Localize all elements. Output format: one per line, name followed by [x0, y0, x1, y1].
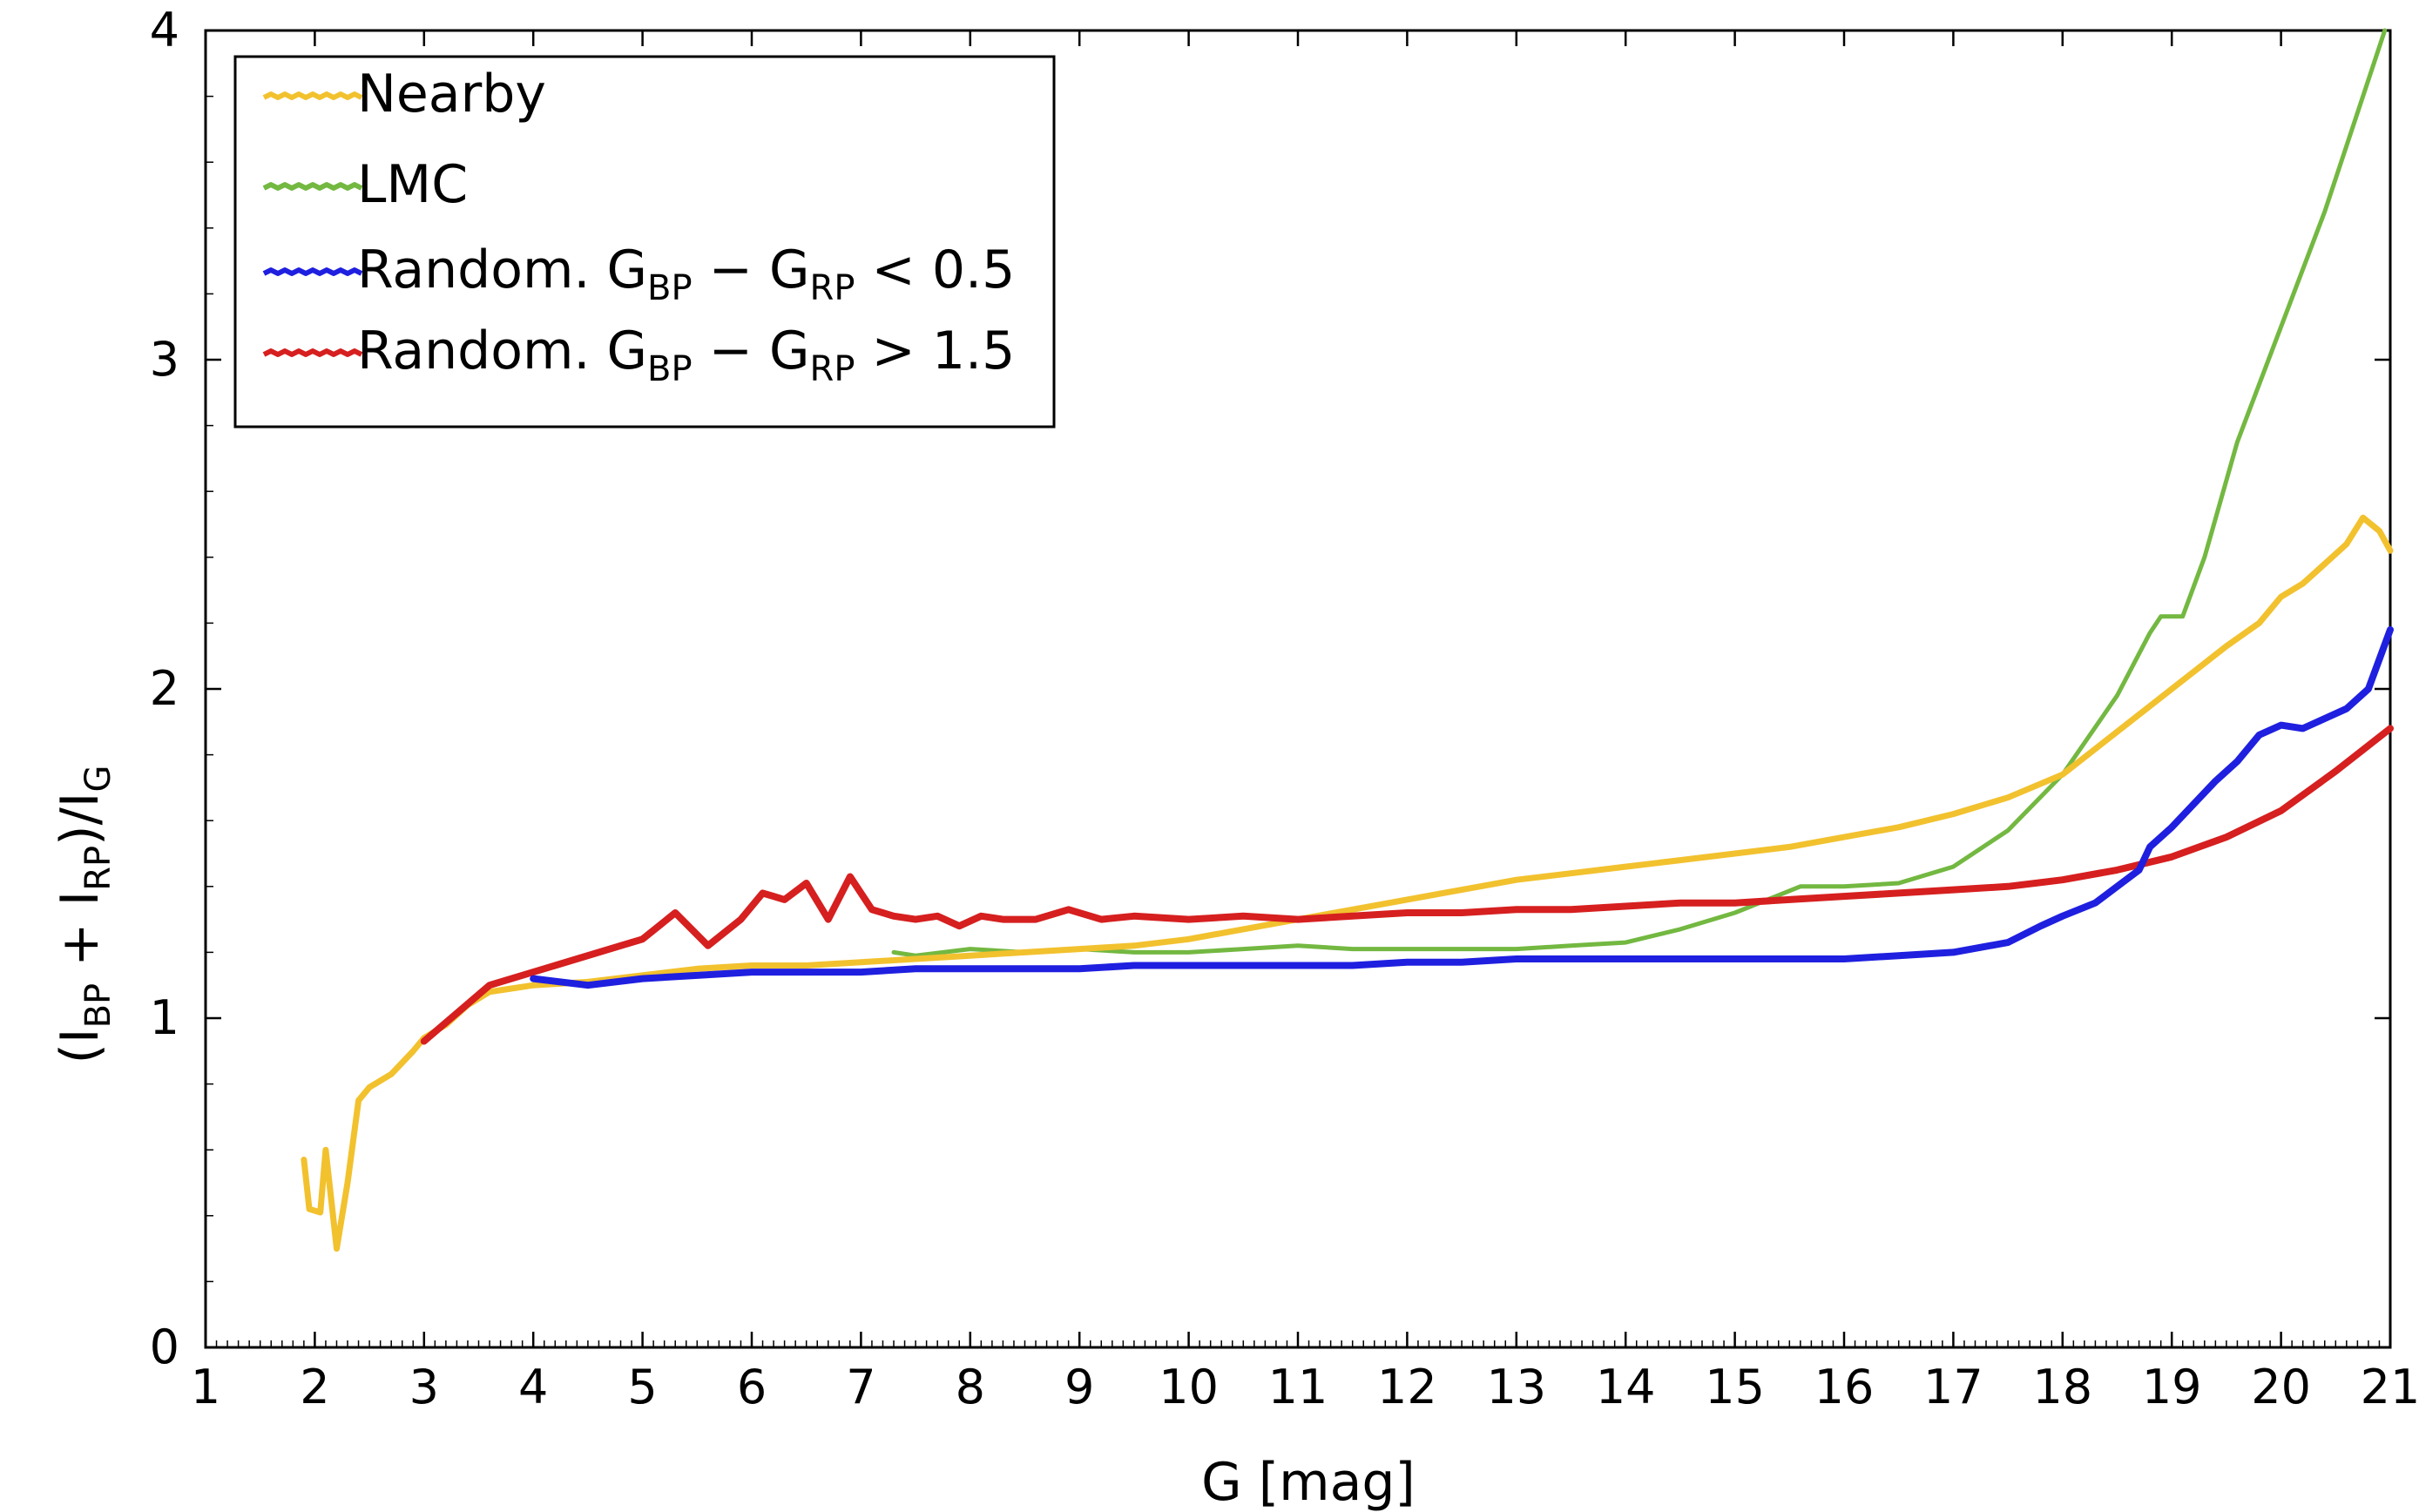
x-tick-label: 18 — [2032, 1360, 2092, 1414]
x-tick-label: 7 — [846, 1360, 875, 1414]
text-part: Random. G — [357, 321, 647, 381]
x-tick-label: 10 — [1159, 1360, 1219, 1414]
legend-swatch-red — [262, 348, 363, 357]
text-part: Nearby — [357, 64, 546, 125]
x-tick-label: 5 — [627, 1360, 657, 1414]
text-part: − G — [693, 321, 810, 381]
y-tick-label: 0 — [150, 1320, 179, 1374]
text-part: Random. G — [357, 240, 647, 300]
y-tick-label: 1 — [150, 990, 179, 1045]
x-axis-title: G [mag] — [1201, 1452, 1416, 1512]
legend-label-blue: Random. GBP − GRP < 0.5 — [357, 240, 1015, 308]
legend-label-red: Random. GBP − GRP > 1.5 — [357, 321, 1015, 389]
x-tick-label: 6 — [737, 1360, 767, 1414]
y-tick-label: 4 — [150, 3, 179, 57]
series-lines — [301, 28, 2394, 1252]
series-line-red — [420, 725, 2394, 1045]
x-tick-label: 21 — [2361, 1360, 2419, 1414]
text-part: + I — [50, 891, 111, 983]
x-tick-label: 9 — [1064, 1360, 1094, 1414]
x-tick-label: 20 — [2251, 1360, 2311, 1414]
x-tick-label: 11 — [1268, 1360, 1328, 1414]
legend-box — [233, 55, 1056, 429]
x-tick-label: 19 — [2142, 1360, 2202, 1414]
x-tick-label: 2 — [300, 1360, 329, 1414]
x-tick-label: 4 — [518, 1360, 548, 1414]
text-part: > 1.5 — [855, 321, 1015, 381]
x-tick-label: 14 — [1596, 1360, 1656, 1414]
legend-swatch-blue — [262, 267, 363, 276]
text-part: (I — [50, 1028, 111, 1063]
x-tick-label: 15 — [1705, 1360, 1765, 1414]
x-tick-label: 16 — [1814, 1360, 1875, 1414]
legend-label-nearby: Nearby — [357, 64, 546, 125]
y-tick-label: 2 — [150, 661, 179, 716]
subscript: G — [78, 765, 118, 792]
text-part: < 0.5 — [855, 240, 1015, 300]
text-part: − G — [693, 240, 810, 300]
legend-label-lmc: LMC — [357, 154, 468, 215]
subscript: RP — [810, 268, 855, 308]
legend-swatch-nearby — [262, 91, 363, 100]
x-tick-label: 8 — [956, 1360, 985, 1414]
legend-swatch-lmc — [262, 182, 363, 191]
axis-labels: G [mag] (IBP + IRP)/IG — [50, 765, 1416, 1512]
x-tick-label: 1 — [191, 1360, 220, 1414]
subscript: RP — [78, 846, 118, 891]
y-axis-title: (IBP + IRP)/IG — [50, 765, 118, 1063]
subscript: RP — [810, 349, 855, 389]
x-tick-label: 3 — [409, 1360, 439, 1414]
x-tick-label: 13 — [1486, 1360, 1546, 1414]
subscript: BP — [78, 983, 118, 1029]
subscript: BP — [647, 268, 693, 308]
x-tick-label: 17 — [1923, 1360, 1983, 1414]
x-tick-label: 12 — [1377, 1360, 1437, 1414]
text-part: LMC — [357, 154, 468, 215]
series-line-nearby — [301, 514, 2394, 1252]
series-line-blue — [530, 626, 2394, 989]
subscript: BP — [647, 349, 693, 389]
text-part: )/I — [50, 792, 111, 845]
y-tick-label: 3 — [150, 332, 179, 387]
series-line-lmc — [891, 28, 2388, 958]
